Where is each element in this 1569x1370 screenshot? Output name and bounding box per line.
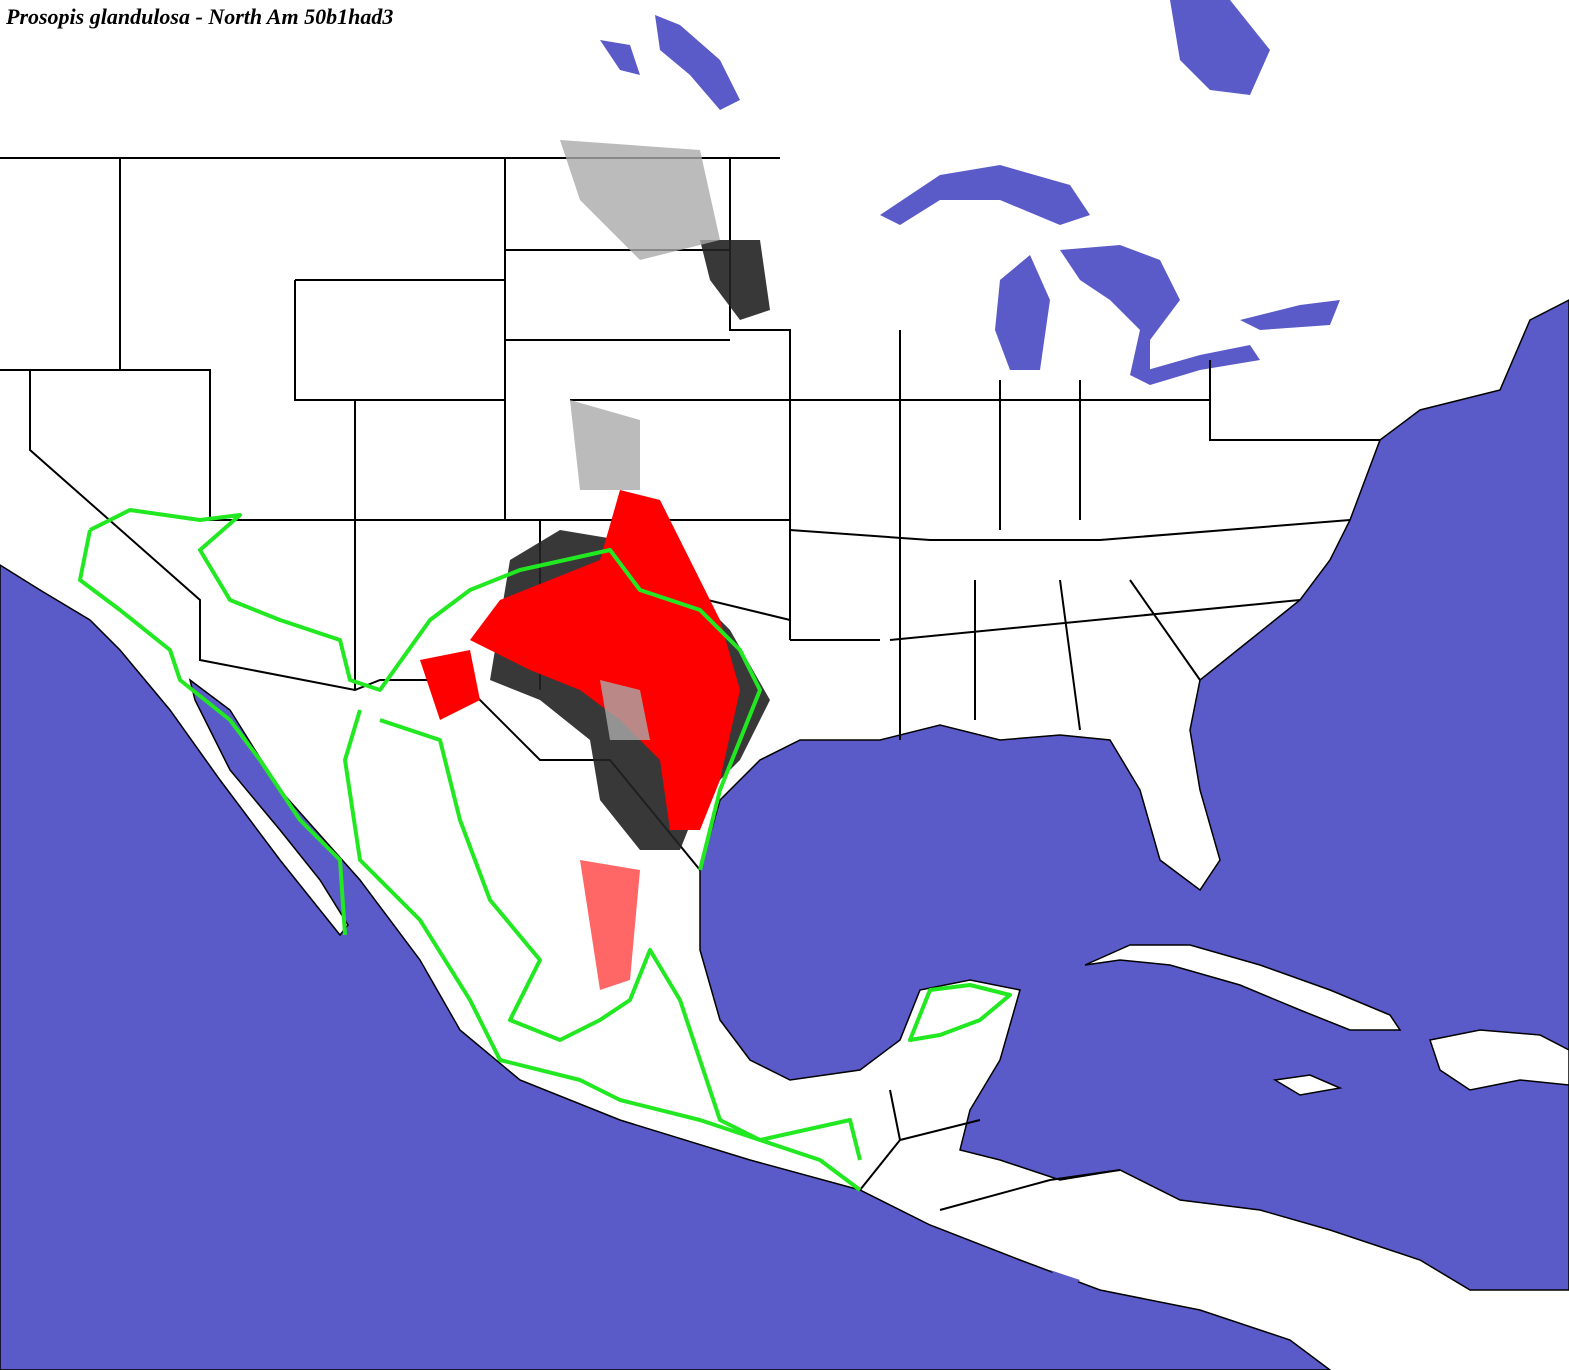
grey-range — [560, 140, 720, 740]
cuba — [1084, 944, 1402, 1031]
lakes — [600, 0, 1340, 1290]
hispaniola — [1429, 1029, 1569, 1091]
map-title: Prosopis glandulosa - North Am 50b1had3 — [5, 4, 393, 29]
jamaica — [1272, 1074, 1343, 1096]
red-range — [420, 490, 740, 990]
native-range-outline — [78, 508, 1012, 1192]
